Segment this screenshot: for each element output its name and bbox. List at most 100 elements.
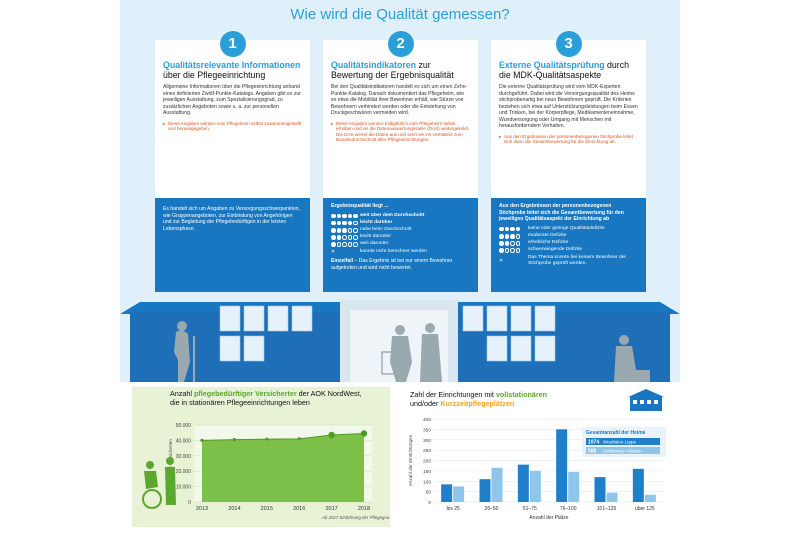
step-number-1: 1 [219, 31, 246, 57]
x-tick-label: 2017 [325, 506, 337, 512]
info-box-1: Es handelt sich um Angaben zu Versorgung… [155, 198, 310, 292]
y-tick-label: 350 [423, 427, 431, 433]
chart-title: Anzahl pflegebedürftiger Versicherter de… [170, 389, 362, 407]
card-title: Qualitätsindikatoren zur Bewertung der E… [331, 60, 454, 80]
x-tick-label: 2013 [196, 506, 208, 512]
bar-westfalen-lippe [594, 477, 606, 502]
rating-label: weit über dem Durchschnitt [360, 212, 425, 218]
chart-legend: Gesamtanzahl der Heime 1074 Westfalen-Lipp… [582, 427, 666, 457]
y-tick-label: 100 [423, 479, 431, 485]
rating-row: nahe beim Durchschnitt [331, 227, 470, 234]
data-point [328, 431, 335, 439]
y-tick-label: 400 [423, 417, 431, 423]
data-point [232, 438, 236, 442]
rating-dots-icon [331, 242, 360, 247]
rating-label: leicht darüber [360, 219, 393, 225]
card-quality-indicators: 2 Qualitätsindikatoren zur Bewertung der… [323, 31, 478, 198]
rating-legend-audit: Aus den Ergebnissen der personenbezogene… [491, 198, 646, 292]
step-number-2: 2 [387, 31, 414, 57]
cross-icon: ✕ [499, 257, 504, 264]
bar-schleswig-holstein [529, 470, 541, 502]
rating-heading: Ergebnisqualität liegt ... [331, 203, 389, 209]
x-tick-label: 2014 [228, 506, 240, 512]
card-note: Aus den Ergebnissen der personenbezogene… [499, 134, 638, 145]
rating-row: moderate Defizite [499, 233, 638, 240]
rating-row: ✕ Das Thema konnte bei keinem Bewohner de… [499, 255, 638, 268]
chart-footnote: Ab 2017 Einführung der Pflegegrade statt… [321, 515, 390, 520]
bar-westfalen-lippe [441, 484, 453, 502]
y-tick-label: 30.000 [176, 454, 192, 460]
x-tick-label: über 125 [635, 506, 655, 512]
area-line [201, 432, 365, 441]
rating-dots-icon [499, 241, 528, 246]
x-tick-label: 76–100 [560, 506, 577, 512]
card-note: Diese Angaben werden vom Pflegeheim selb… [163, 121, 302, 132]
rating-label: schwerwiegende Defizite [528, 247, 583, 253]
insured-chart-panel: Anzahl pflegebedürftiger Versicherter de… [132, 387, 390, 527]
y-tick-label: 250 [423, 448, 431, 454]
rating-row: schwerwiegende Defizite [499, 247, 638, 254]
rating-row: weit darunter [331, 241, 470, 248]
rating-legend-indicators: Ergebnisqualität liegt ... weit über dem… [323, 198, 478, 292]
bar-schleswig-holstein [453, 486, 465, 502]
rating-label: konnte nicht berechnet werden [360, 248, 427, 254]
x-tick-label: 2016 [293, 506, 305, 512]
rating-dots-icon [331, 213, 360, 219]
rating-row: weit über dem Durchschnitt [331, 213, 470, 220]
rating-dots-icon [499, 234, 528, 239]
building-icon [628, 389, 664, 411]
wheelchair-icon [142, 457, 176, 509]
card-title: Externe Qualitätsprüfung durch die MDK-Q… [499, 60, 630, 80]
rating-label: moderate Defizite [528, 232, 567, 238]
card-title: Qualitätsrelevante Informationen über di… [163, 60, 301, 80]
infographic: Wie wird die Qualität gemessen? 1 Qualit… [120, 0, 680, 533]
rating-row: ✕ konnte nicht berechnet werden [331, 249, 470, 256]
rating-dots-icon [331, 228, 360, 233]
chart-title: Zahl der Einrichtungen mit vollstationär… [410, 390, 548, 408]
x-axis-label: Anzahl der Plätze [529, 515, 568, 521]
x-tick-label: 2018 [358, 506, 370, 512]
care-home-illustration [120, 292, 680, 382]
y-axis-label: Anzahl der Einrichtungen [408, 434, 413, 486]
rating-row: keine oder geringe Qualitätsdefizite [499, 226, 638, 233]
rating-footer: Einzelfall – Das Ergebnis ist bei nur ei… [331, 258, 453, 271]
data-point [200, 438, 204, 442]
y-tick-label: 10.000 [176, 485, 192, 491]
data-point [265, 437, 269, 441]
y-tick-label: 50 [426, 490, 432, 496]
facilities-bar-chart: 400 350 300 250 200 150 100 50 0 bis 25 26–50 51–75… [408, 389, 666, 521]
rating-heading: Aus den Ergebnissen der personenbezogene… [499, 203, 624, 223]
rating-label: leicht darunter [360, 234, 391, 240]
legend-title: Gesamtanzahl der Heime [586, 430, 646, 436]
card-body: Bei den Qualitätsindikatoren handelt es … [331, 84, 468, 116]
card-body: Die externe Qualitätsprüfung wird vom MD… [499, 84, 638, 129]
insured-area-chart: 50.000 40.000 30.000 20.000 10.000 0 2013 2014 2… [142, 423, 390, 520]
rating-row: erhebliche Defizite [499, 240, 638, 247]
facilities-chart-panel: Zahl der Einrichtungen mit vollstationär… [402, 387, 672, 527]
y-tick-label: 150 [423, 469, 431, 475]
y-tick-label: 300 [423, 438, 431, 444]
rating-row: leicht darüber [331, 220, 470, 227]
legend-swatch [586, 438, 660, 445]
info-box-text: Es handelt sich um Angaben zu Versorgung… [163, 206, 301, 232]
bar-schleswig-holstein [568, 471, 580, 502]
card-external-audit: 3 Externe Qualitätsprüfung durch die MDK… [491, 31, 646, 198]
legend-count: 588 [588, 449, 597, 455]
statistics-section: Anzahl pflegebedürftiger Versicherter de… [120, 382, 680, 533]
y-tick-label: 40.000 [176, 438, 192, 444]
legend-label: Westfalen-Lippe [603, 440, 637, 445]
bar-westfalen-lippe [632, 468, 644, 502]
rating-label: keine oder geringe Qualitätsdefizite [528, 225, 605, 231]
rating-dots-icon [331, 235, 360, 240]
rating-dots-icon [499, 226, 528, 232]
legend-swatch [586, 447, 660, 454]
x-tick-label: 51–75 [523, 506, 537, 512]
y-tick-label: 50.000 [176, 423, 192, 429]
data-point [360, 430, 368, 437]
bar-schleswig-holstein [491, 467, 503, 502]
data-point [297, 437, 301, 441]
rating-row: leicht darunter [331, 234, 470, 241]
rating-dots-icon [499, 248, 528, 253]
bar-westfalen-lippe [556, 429, 568, 502]
rating-dots-icon [331, 220, 360, 226]
